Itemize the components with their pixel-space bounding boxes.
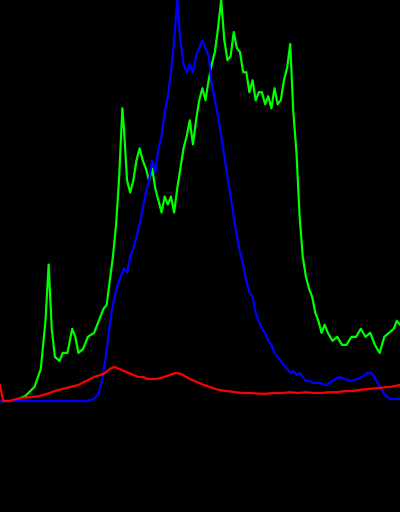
plot-background [0,0,400,512]
histogram-chart [0,0,400,512]
histogram-plot [0,0,400,512]
